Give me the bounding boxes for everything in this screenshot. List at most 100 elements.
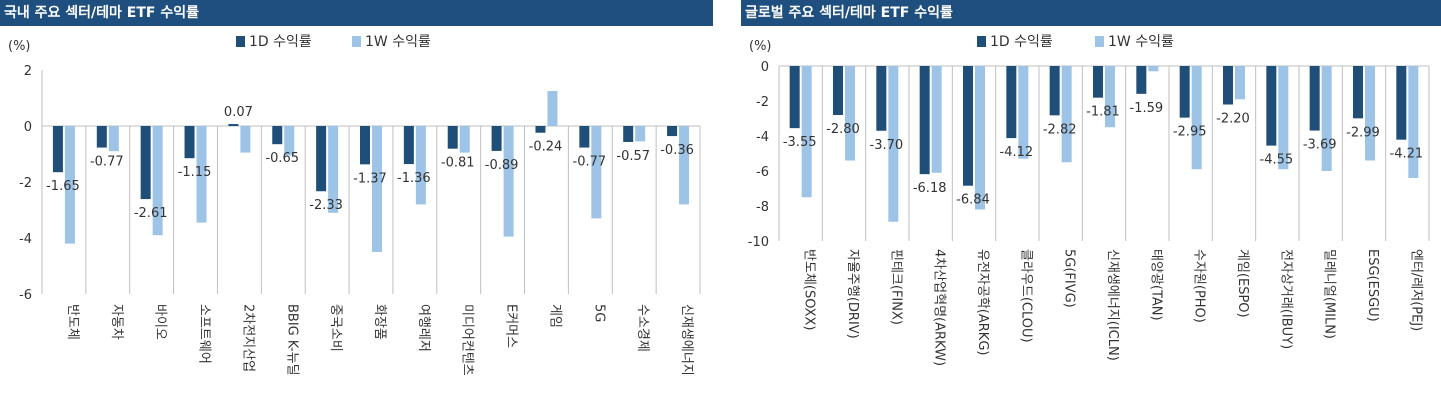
- bar-1d: [1179, 66, 1190, 118]
- category-label: 수소경제: [635, 304, 650, 352]
- data-label-1d: -0.81: [441, 156, 475, 171]
- bar-1d: [1136, 66, 1147, 94]
- bar-1d: [360, 126, 370, 165]
- data-label-1d: -3.55: [783, 135, 817, 150]
- data-label-1d: -0.65: [265, 151, 299, 166]
- category-label: 반도체(SOXX): [802, 249, 817, 331]
- data-label-1d: -1.81: [1086, 105, 1120, 120]
- data-label-1d: -6.18: [913, 181, 947, 196]
- category-label: 미디어컨텐츠: [460, 304, 475, 376]
- category-label: 수자원(PHO): [1192, 249, 1207, 323]
- bar-1d: [1006, 66, 1017, 139]
- bar-1w: [64, 126, 75, 244]
- bar-1d: [579, 126, 590, 148]
- domestic-etf-chart: (%) 1D 수익률 1W 수익률 2 0 -2 -4 -6 -1.65 반도체 -0.77 자동차 -…: [8, 34, 701, 376]
- category-label: 소프트웨어: [197, 304, 212, 364]
- category-label: 자동차: [109, 304, 124, 340]
- data-label-1d: -6.84: [956, 193, 990, 208]
- legend-swatch-1w: [1095, 36, 1104, 47]
- y-axis-unit-label: (%): [8, 39, 31, 54]
- legend-label-1d: 1D 수익률: [249, 34, 312, 50]
- bar-1w: [284, 126, 295, 156]
- data-label-1d: -2.80: [826, 122, 860, 137]
- y-tick-label: 0: [761, 60, 769, 75]
- category-label: 게임(ESPO): [1235, 249, 1250, 318]
- category-label: 밀레니얼(MILN): [1322, 249, 1337, 339]
- category-label: E커머스: [504, 304, 519, 348]
- bar-1w: [1148, 66, 1159, 72]
- data-label-1d: -3.69: [1303, 138, 1337, 153]
- bar-1d: [963, 66, 973, 186]
- bar-1d: [184, 126, 195, 159]
- bar-1d: [272, 126, 283, 145]
- bar-1w: [152, 126, 163, 236]
- bar-1d: [447, 126, 458, 149]
- data-label-1d: -2.20: [1216, 112, 1250, 127]
- category-label: 엔터/레저(PEJ): [1408, 249, 1423, 331]
- legend-swatch-1d: [977, 36, 986, 47]
- y-tick-label: 2: [24, 64, 32, 79]
- bar-1d: [1309, 66, 1320, 131]
- legend: 1D 수익률 1W 수익률: [977, 34, 1174, 50]
- bar-1w: [1321, 66, 1332, 171]
- data-label-1d: -1.37: [353, 171, 387, 186]
- y-tick-label: -2: [756, 95, 769, 110]
- bar-1d: [403, 126, 414, 165]
- bar-1d: [140, 126, 151, 200]
- data-label-1d: -4.55: [1260, 153, 1294, 168]
- category-label: 신재생에너지: [679, 304, 694, 376]
- bar-1d: [535, 126, 546, 133]
- category-label: ESG(ESGU): [1365, 249, 1380, 322]
- bar-1w: [1235, 66, 1245, 100]
- bar-1d: [316, 126, 327, 192]
- legend: 1D 수익률 1W 수익률: [236, 34, 431, 50]
- bar-1d: [1396, 66, 1407, 140]
- y-tick-label: 0: [24, 120, 32, 135]
- data-label-1d: -2.82: [1043, 122, 1077, 137]
- data-label-1d: -1.65: [46, 179, 80, 194]
- category-label: 자율주행(DRIV): [845, 249, 861, 339]
- bar-1w: [591, 126, 602, 219]
- bar-1d: [1353, 66, 1363, 119]
- category-label: 5G(FIVG): [1062, 249, 1077, 308]
- bar-1w: [1018, 66, 1029, 159]
- bar-1w: [975, 66, 985, 210]
- bar-1d: [876, 66, 887, 131]
- bar-1w: [328, 126, 339, 213]
- bar-1d: [96, 126, 107, 148]
- bar-1w: [679, 126, 690, 205]
- category-label: 태양광(TAN): [1148, 249, 1163, 321]
- bar-1w: [547, 91, 558, 126]
- category-label: BBIG K-뉴딜: [284, 304, 299, 376]
- bar-1d: [667, 126, 678, 137]
- y-tick-label: -6: [756, 165, 769, 180]
- data-label-1d: -1.15: [178, 165, 212, 180]
- category-label: 화장품: [372, 304, 387, 340]
- domestic-chart-title: 국내 주요 섹터/테마 ETF 수익률: [0, 0, 713, 26]
- category-label: 바이오: [153, 304, 168, 340]
- category-label: 5G: [591, 304, 606, 322]
- y-tick-label: -4: [756, 130, 769, 145]
- data-label-1d: -4.12: [1000, 145, 1034, 160]
- category-label: 반도체: [65, 304, 80, 340]
- category-label: 중국소비: [328, 304, 343, 352]
- y-tick-label: -6: [19, 288, 32, 303]
- global-chart-title: 글로벌 주요 섹터/테마 ETF 수익률: [741, 0, 1441, 26]
- category-label: 전자상거래(IBUY): [1278, 249, 1293, 349]
- bar-1d: [491, 126, 502, 151]
- bar-1d: [52, 126, 63, 173]
- global-etf-chart-panel: 글로벌 주요 섹터/테마 ETF 수익률 (%) 1D 수익률 1W 수익률 0 -2 -…: [741, 0, 1441, 406]
- bar-1d: [919, 66, 930, 175]
- data-label-1d: -0.57: [616, 149, 650, 164]
- bar-1d: [228, 124, 239, 126]
- bar-1w: [459, 126, 470, 153]
- bar-1d: [1093, 66, 1103, 98]
- data-label-1d: -1.59: [1130, 101, 1164, 116]
- bar-1d: [1223, 66, 1233, 105]
- category-label: 여행레저: [416, 304, 432, 352]
- bar-1w: [888, 66, 899, 222]
- global-etf-chart: (%) 1D 수익률 1W 수익률 0 -2 -4 -6 -8 -10 -3.55 반도체(SOXX…: [748, 34, 1430, 366]
- y-tick-label: -4: [19, 232, 32, 247]
- data-label-1d: -2.99: [1346, 125, 1380, 140]
- bar-1d: [1266, 66, 1277, 146]
